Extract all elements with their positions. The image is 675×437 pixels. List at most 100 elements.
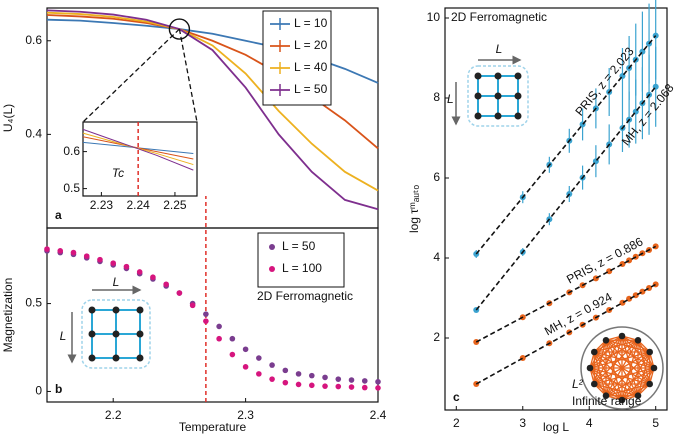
data-point: [242, 364, 249, 370]
data-point: [203, 311, 209, 317]
data-point: [163, 281, 169, 288]
legend-box: [257, 232, 345, 288]
data-point: [309, 382, 315, 389]
graph-edge: [593, 351, 651, 385]
y-tick-label: 0.6: [25, 33, 42, 47]
y-tick-label: 10: [427, 10, 441, 24]
y-tick-label: 4: [433, 250, 440, 264]
data-point: [242, 346, 249, 353]
graph-edge: [637, 351, 651, 396]
data-point: [216, 335, 222, 342]
lattice-node: [494, 72, 502, 80]
series-line: [82, 128, 194, 171]
x-tick-label: 2.25: [163, 198, 187, 212]
data-point: [269, 376, 275, 382]
data-point: [361, 378, 368, 384]
data-point: [189, 302, 196, 309]
x-tick-label: 3: [519, 416, 526, 430]
data-point: [229, 335, 236, 342]
lattice-node: [514, 72, 522, 80]
graph-edge: [621, 351, 651, 401]
data-point: [322, 374, 328, 381]
panel-label: b: [55, 382, 62, 396]
graph-node: [646, 380, 654, 388]
lattice-node: [88, 354, 96, 362]
graph-node: [650, 364, 658, 372]
graph-node: [618, 332, 626, 340]
graph-node: [590, 348, 598, 356]
lattice-node: [88, 330, 96, 338]
graph-edge: [605, 339, 650, 353]
legend-marker: [269, 244, 275, 250]
data-point: [375, 385, 381, 391]
x-axis-title: log L: [543, 420, 569, 434]
annotation: L: [113, 275, 120, 289]
lattice-node: [514, 92, 522, 100]
data-point: [335, 383, 342, 390]
y-tick-label: 0.5: [63, 181, 80, 195]
graph-node: [646, 348, 654, 356]
legend-label: L = 50: [282, 239, 316, 253]
plot-frame: [82, 121, 198, 197]
lattice-node: [112, 306, 120, 314]
graph-edge: [589, 339, 639, 369]
panel-label: a: [55, 208, 62, 222]
data-point: [203, 318, 209, 324]
data-point: [375, 378, 381, 385]
y-axis-title: log τᵐₐᵤₜₒ: [407, 184, 421, 233]
legend-label: L = 20: [294, 38, 328, 52]
series-line: [82, 136, 194, 160]
lattice-node: [136, 354, 144, 362]
data-point: [150, 274, 156, 281]
y-axis-title: U₄(L): [1, 104, 15, 132]
graph-node: [634, 392, 642, 400]
fit-line: [475, 35, 657, 255]
graph-edge: [589, 351, 650, 369]
graph-edge: [589, 339, 607, 369]
fit-label: PRIS, z = 0.886: [564, 234, 645, 286]
legend-marker: [269, 266, 275, 272]
graph-edge: [605, 351, 651, 397]
x-tick-label: 2.3: [237, 408, 254, 422]
y-axis-title: Magnetization: [1, 278, 15, 353]
data-point: [348, 384, 355, 390]
lattice-halo: [81, 299, 151, 369]
data-point: [229, 351, 236, 358]
y-tick-label: 6: [433, 170, 440, 184]
panel-label: c: [453, 390, 460, 404]
plot-frame: [46, 227, 379, 403]
lattice-node: [112, 354, 120, 362]
data-point: [256, 355, 262, 361]
y-tick-label: 0: [35, 384, 42, 398]
zoom-guide: [82, 28, 180, 123]
data-point: [70, 249, 77, 256]
fit-label: PRIS, z = 2.023: [572, 44, 637, 118]
data-point: [269, 362, 275, 368]
x-tick-label: 2.4: [370, 408, 387, 422]
lattice-node: [474, 112, 482, 120]
data-point: [44, 246, 50, 252]
lattice-node: [494, 112, 502, 120]
range-ring: [580, 326, 664, 410]
lattice-node: [494, 92, 502, 100]
data-point: [216, 323, 222, 330]
x-tick-label: 5: [652, 416, 659, 430]
data-point: [322, 383, 328, 389]
graph-node: [602, 392, 610, 400]
data-point: [136, 269, 143, 275]
lattice-node: [474, 92, 482, 100]
annotation: 2D Ferromagnetic: [451, 10, 547, 24]
y-tick-label: 0.6: [63, 144, 80, 158]
x-tick-label: 2.2: [105, 408, 122, 422]
x-axis-title: Temperature: [179, 420, 247, 434]
data-point: [606, 268, 613, 275]
graph-edge: [621, 335, 651, 353]
data-point: [335, 376, 342, 382]
data-point: [309, 372, 315, 379]
lattice-node: [136, 306, 144, 314]
graph-node: [586, 364, 594, 372]
graph-node: [590, 380, 598, 388]
data-point: [123, 263, 130, 270]
data-point: [282, 367, 289, 374]
